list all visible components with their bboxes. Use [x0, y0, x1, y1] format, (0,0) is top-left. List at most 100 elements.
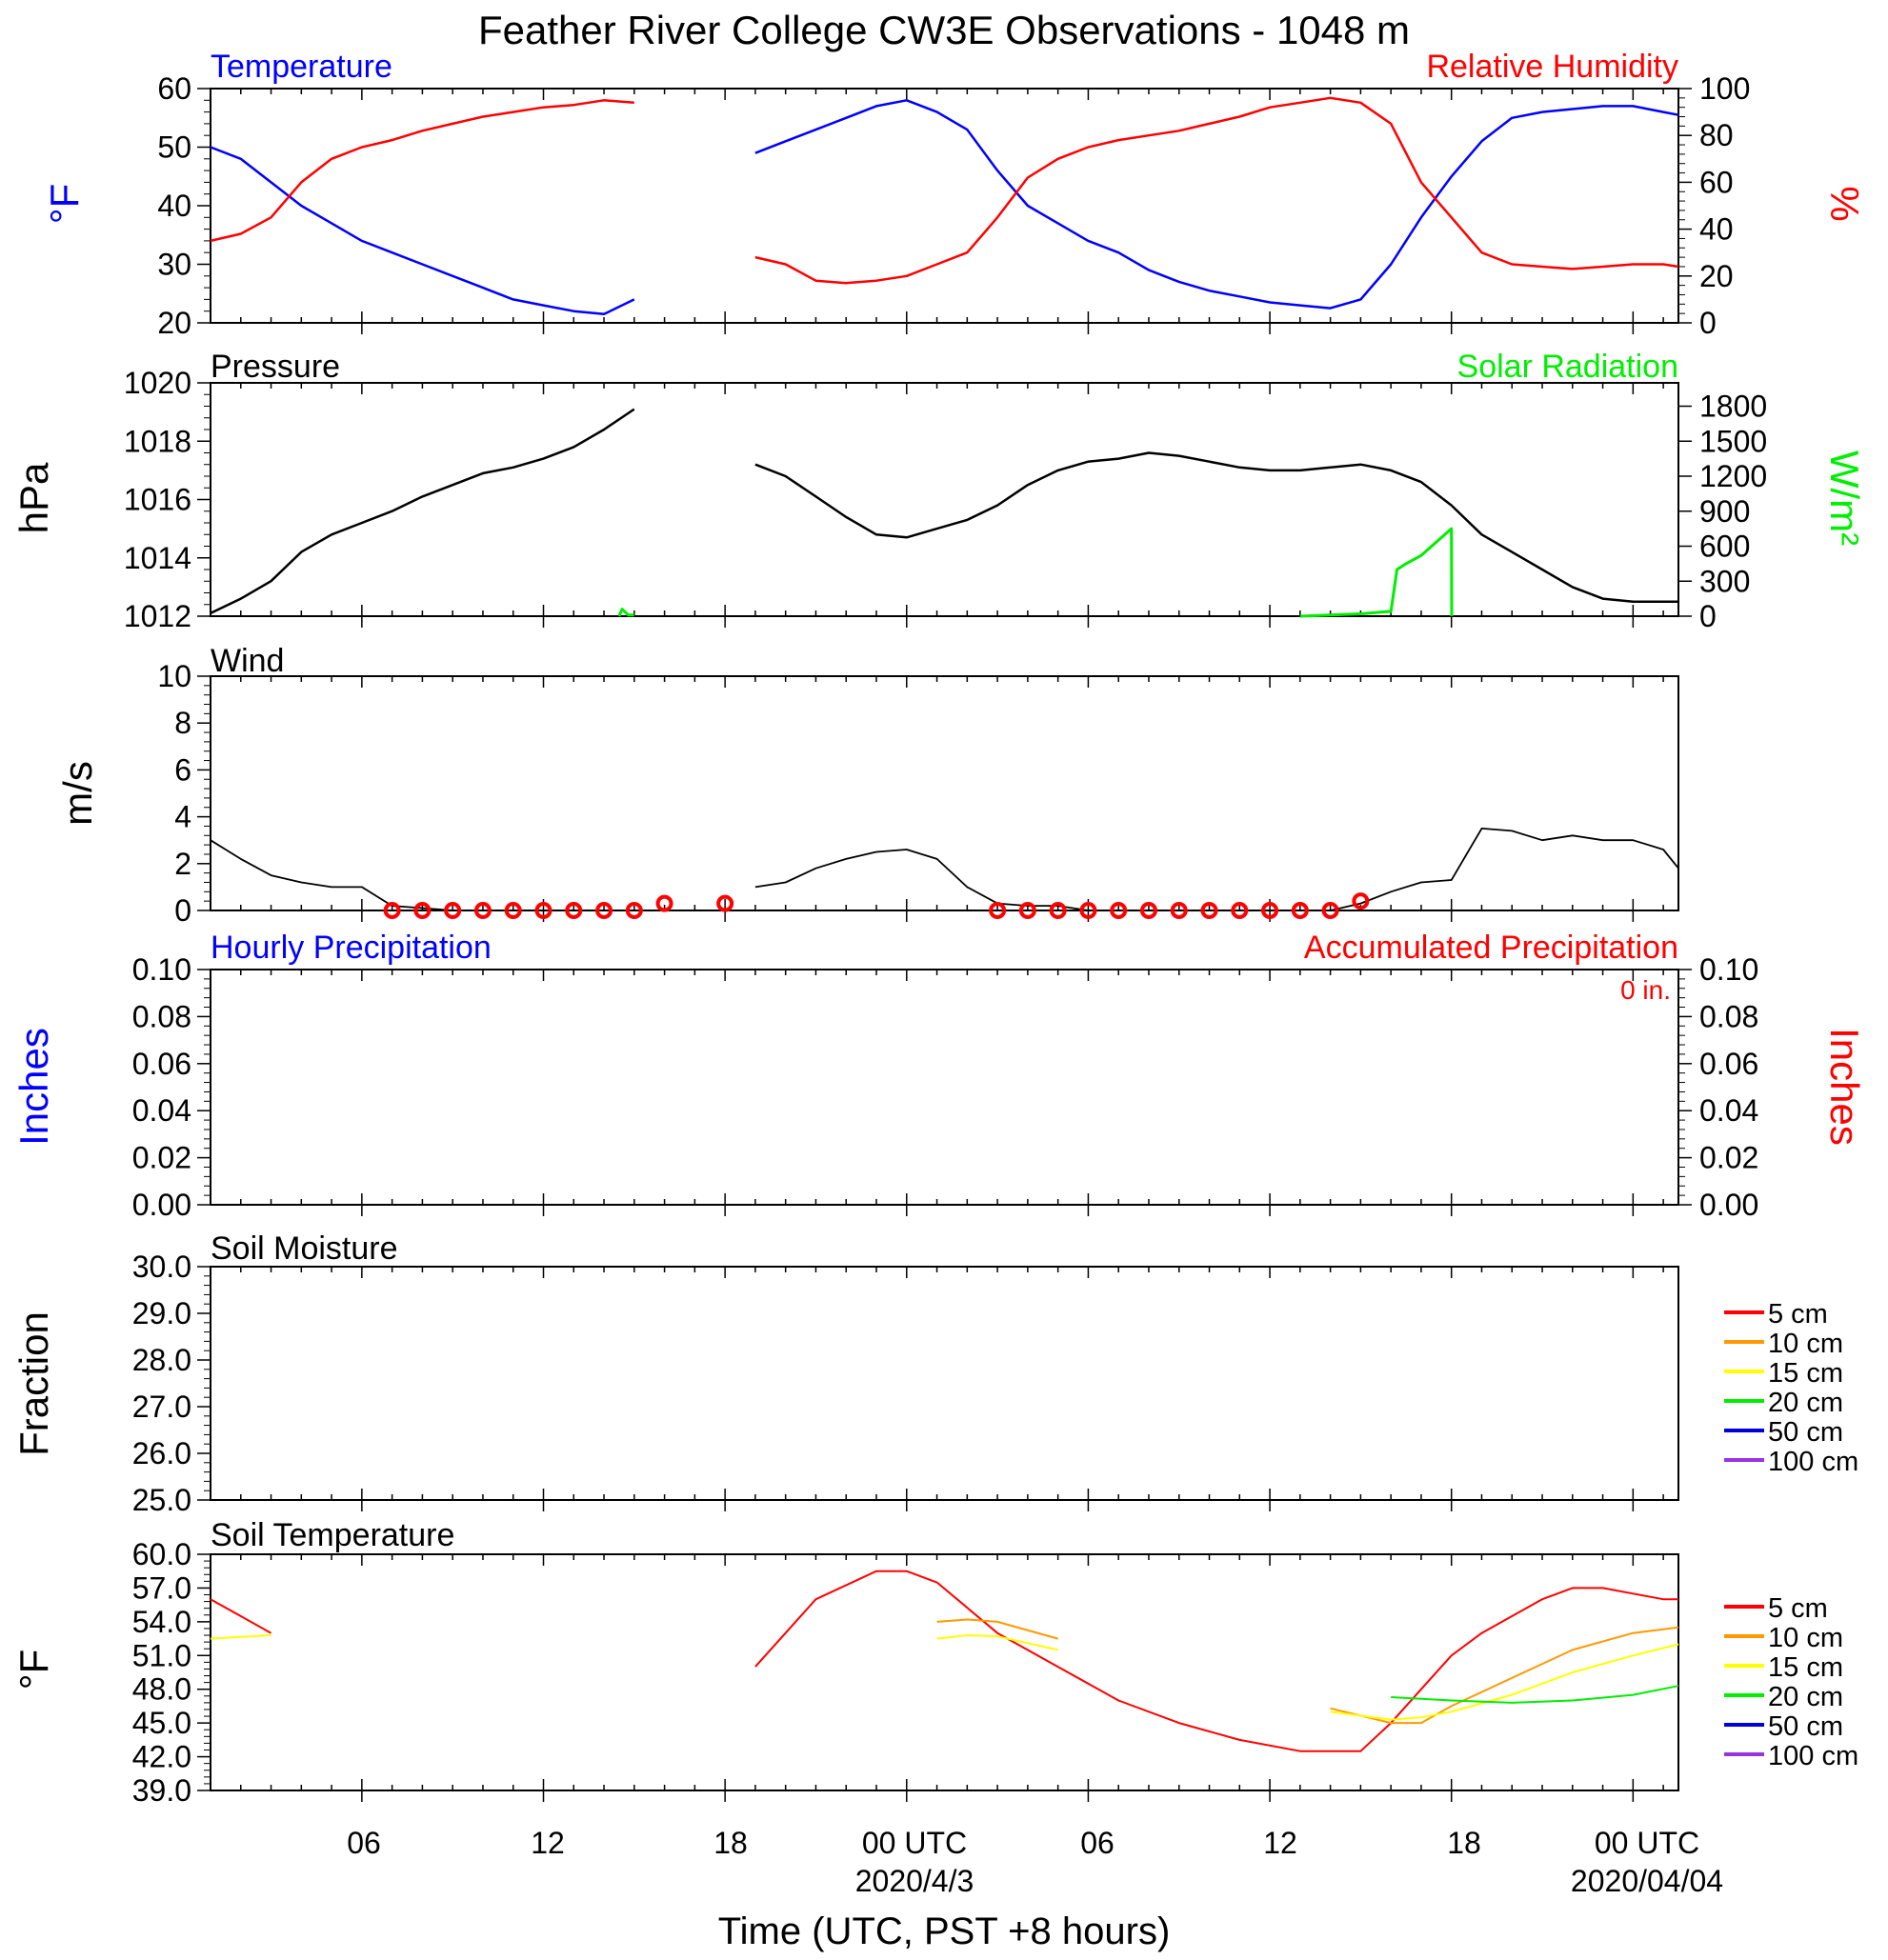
accum-precip-axis-label: Inches	[1822, 1028, 1867, 1146]
y-tick-label: 50	[157, 130, 191, 165]
calm-wind-marker	[1018, 902, 1036, 919]
pressure-line	[210, 408, 635, 615]
temperature-line	[754, 99, 1679, 310]
calm-wind-marker	[716, 894, 734, 912]
temperature-line	[210, 146, 635, 316]
date-label: 2020/4/3	[855, 1864, 974, 1898]
panel-wind: Wind m/s 0 2 4 6 8 10	[55, 643, 1679, 928]
humidity-line	[210, 99, 634, 243]
y-tick-label: 20	[1699, 259, 1734, 293]
y-tick-label: 39.0	[132, 1773, 191, 1808]
pressure-line	[754, 451, 1678, 603]
legend-label: 20 cm	[1768, 1682, 1843, 1712]
hourly-precip-axis-label: Inches	[11, 1028, 56, 1146]
soil-temperature-axis-label: °F	[11, 1650, 56, 1690]
panel-precipitation: Hourly Precipitation Accumulated Precipi…	[11, 930, 1867, 1222]
figure-title: Feather River College CW3E Observations …	[478, 8, 1410, 52]
calm-wind-marker	[1231, 902, 1249, 919]
y-tick-label: 2	[174, 847, 191, 881]
soil-line-20cm	[1391, 1685, 1679, 1704]
y-tick-label: 0.00	[132, 1188, 191, 1222]
calm-wind-marker	[1139, 902, 1157, 919]
calm-wind-marker	[595, 902, 613, 919]
y-tick-label: 0.02	[1699, 1141, 1758, 1175]
y-tick-label: 48.0	[132, 1672, 191, 1707]
legend-label: 100 cm	[1768, 1741, 1858, 1771]
y-tick-label: 1200	[1699, 459, 1767, 493]
humidity-axis-label: %	[1822, 186, 1867, 221]
calm-wind-marker	[504, 902, 522, 919]
y-tick-label: 1014	[124, 541, 191, 575]
plot-frame	[210, 382, 1679, 617]
plot-frame	[210, 1266, 1679, 1501]
soil-line-10cm	[936, 1618, 1058, 1640]
y-tick-label: 30.0	[132, 1250, 191, 1284]
wind-axis-label: m/s	[55, 761, 100, 826]
solar-radiation-line	[617, 608, 634, 617]
calm-wind-marker	[383, 902, 401, 919]
y-tick-label: 1018	[124, 424, 191, 458]
panel-soil-moisture: Soil Moisture Fraction 25.0 26.0 27.0 28.0 2…	[11, 1230, 1858, 1517]
calm-wind-marker	[1200, 902, 1218, 919]
y-tick-label: 29.0	[132, 1296, 191, 1330]
calm-wind-marker	[655, 894, 673, 912]
solar-axis-label: W/m²	[1822, 450, 1867, 546]
pressure-title: Pressure	[211, 349, 340, 385]
calm-wind-marker	[989, 902, 1007, 919]
y-tick-label: 0.08	[132, 999, 191, 1033]
accum-precip-title: Accumulated Precipitation	[1304, 930, 1678, 966]
wind-title: Wind	[211, 643, 284, 679]
panel-temperature-humidity: Temperature Relative Humidity °F % 20 30 4…	[42, 49, 1867, 340]
y-tick-label: 25.0	[132, 1483, 191, 1517]
panel-pressure-solar: Pressure Solar Radiation hPa W/m² 1012 10…	[11, 349, 1867, 633]
y-tick-label: 30	[157, 248, 191, 282]
x-tick-label: 18	[1447, 1826, 1481, 1860]
y-tick-label: 54.0	[132, 1605, 191, 1639]
soil-line-15cm	[1330, 1643, 1679, 1721]
y-tick-label: 0.10	[1699, 952, 1758, 987]
temperature-axis-label: °F	[42, 184, 87, 224]
x-axis: 06 12 18 00 UTC 06 12 18 00 UTC 2020/4/3…	[347, 1826, 1723, 1952]
y-tick-label: 28.0	[132, 1343, 191, 1377]
y-tick-label: 40	[157, 189, 191, 223]
y-tick-label: 10	[157, 659, 191, 693]
date-label: 2020/04/04	[1571, 1864, 1723, 1898]
y-tick-label: 600	[1699, 530, 1750, 564]
y-tick-label: 42.0	[132, 1740, 191, 1774]
legend-label: 5 cm	[1768, 1593, 1828, 1624]
calm-wind-marker	[565, 902, 583, 919]
y-tick-label: 0	[174, 893, 191, 928]
y-tick-label: 1020	[124, 366, 191, 400]
y-tick-label: 300	[1699, 564, 1750, 598]
calm-wind-marker	[625, 902, 643, 919]
y-tick-label: 8	[174, 706, 191, 740]
soil-line-10cm	[1330, 1626, 1679, 1725]
x-tick-label: 18	[713, 1826, 748, 1860]
y-tick-label: 60.0	[132, 1537, 191, 1571]
soil-moisture-axis-label: Fraction	[11, 1311, 56, 1456]
legend-label: 15 cm	[1768, 1652, 1843, 1683]
y-tick-label: 6	[174, 752, 191, 787]
y-tick-label: 100	[1699, 71, 1750, 106]
calm-wind-marker	[1170, 902, 1188, 919]
plot-frame	[210, 88, 1679, 324]
y-tick-label: 0.02	[132, 1141, 191, 1175]
temperature-title: Temperature	[211, 49, 392, 85]
y-tick-label: 60	[1699, 165, 1734, 199]
x-tick-label: 00 UTC	[1595, 1826, 1699, 1860]
calm-wind-marker	[1291, 902, 1309, 919]
y-tick-label: 0.06	[1699, 1047, 1758, 1081]
y-tick-label: 0	[1699, 599, 1717, 633]
soil-line-15cm	[210, 1634, 271, 1640]
panel-soil-temperature: Soil Temperature °F 39.042.045.048.051.0…	[11, 1517, 1858, 1808]
humidity-line	[754, 96, 1679, 285]
y-tick-label: 0	[1699, 306, 1717, 340]
x-tick-label: 12	[531, 1826, 565, 1860]
y-tick-label: 900	[1699, 494, 1750, 529]
x-tick-label: 00 UTC	[862, 1826, 967, 1860]
plot-frame	[210, 1553, 1679, 1791]
plot-frame	[210, 675, 1679, 911]
soil-line-15cm	[936, 1634, 1058, 1651]
x-tick-label: 12	[1263, 1826, 1297, 1860]
calm-wind-marker	[1352, 892, 1370, 910]
